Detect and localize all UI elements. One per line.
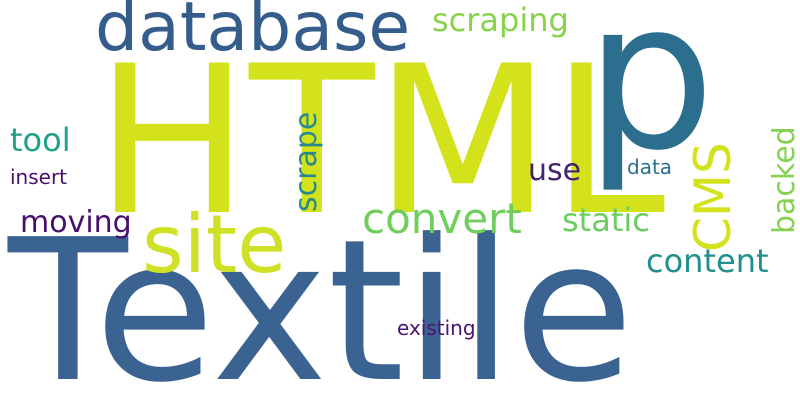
- word-tool: tool: [10, 121, 71, 159]
- word-scraping: scraping: [432, 1, 569, 39]
- word-database: database: [95, 0, 411, 67]
- word-moving: moving: [20, 205, 132, 240]
- word-scrape: scrape: [289, 111, 324, 212]
- word-convert: convert: [362, 194, 522, 243]
- word-textile: Textile: [8, 198, 634, 400]
- word-static: static: [562, 201, 650, 239]
- word-insert: insert: [10, 165, 68, 189]
- word-site: site: [142, 198, 287, 291]
- word-existing: existing: [397, 316, 476, 340]
- word-cms: CMS: [684, 142, 742, 252]
- word-backed: backed: [767, 126, 800, 234]
- word-data: data: [627, 155, 673, 179]
- word-content: content: [646, 242, 769, 280]
- word-use: use: [528, 153, 582, 188]
- word-html: HTML: [95, 23, 666, 261]
- word-p: p: [585, 0, 716, 196]
